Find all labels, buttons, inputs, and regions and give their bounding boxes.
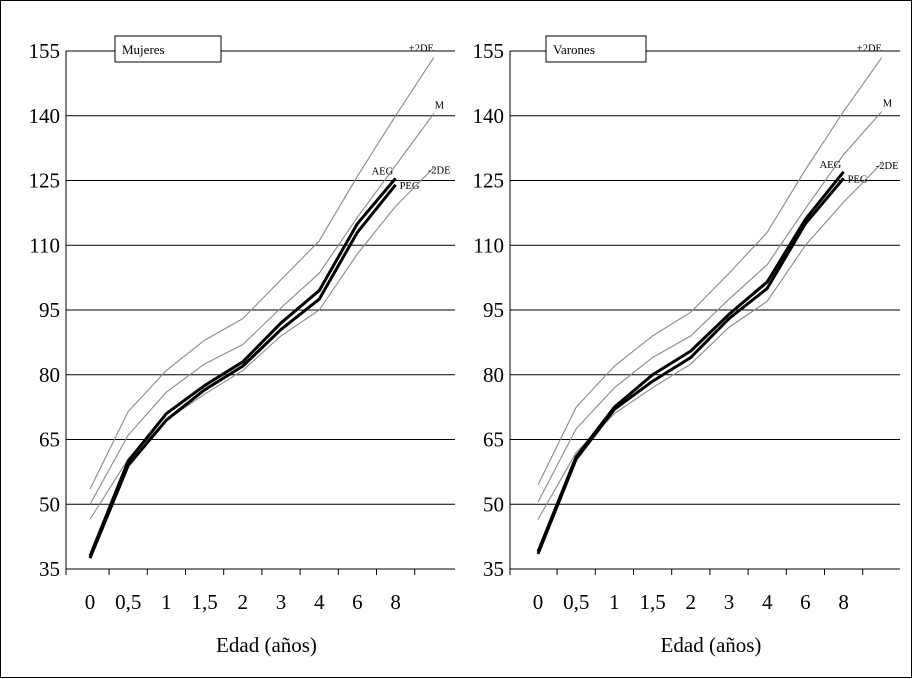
- y-tick-label: 95: [39, 298, 60, 322]
- x-tick-label: 1: [161, 590, 172, 614]
- series-line-2de: [89, 57, 435, 490]
- x-tick-label: 6: [352, 590, 363, 614]
- legend-title: Varones: [553, 42, 595, 57]
- y-tick-label: 155: [29, 39, 61, 63]
- series-label: PEG: [848, 174, 868, 185]
- series-label: M: [883, 98, 893, 109]
- series-label: M: [435, 101, 445, 112]
- x-tick-label: 0: [85, 590, 96, 614]
- y-tick-label: 125: [473, 169, 505, 193]
- series-label: +2DE: [409, 43, 434, 54]
- series-label: +2DE: [857, 43, 882, 54]
- x-tick-label: 3: [724, 590, 735, 614]
- y-tick-label: 110: [29, 233, 60, 257]
- y-tick-label: 35: [39, 557, 60, 581]
- y-tick-label: 80: [39, 363, 60, 387]
- x-tick-label: 1,5: [639, 590, 665, 614]
- legend-box: [114, 35, 222, 63]
- y-tick-label: 125: [29, 169, 61, 193]
- y-tick-label: 65: [39, 428, 60, 452]
- legend-box: [545, 35, 647, 63]
- x-axis-title: Edad (años): [216, 633, 317, 657]
- series-label: PEG: [400, 181, 420, 192]
- y-tick-label: 65: [483, 428, 504, 452]
- y-tick-label: 110: [473, 233, 504, 257]
- series-line-aeg: [88, 177, 397, 557]
- x-tick-label: 0,5: [115, 590, 141, 614]
- series-line-aeg: [536, 170, 845, 553]
- series-label: -2DE: [428, 166, 451, 177]
- x-axis-title: Edad (años): [661, 633, 762, 657]
- series-line-m: [89, 113, 435, 505]
- x-tick-label: 3: [276, 590, 287, 614]
- chart-mujeres: 35 50 65 80 95 110 125 140 155 0 0,5 1 1,5 2 3 4 6 8 Edad …: [29, 35, 455, 657]
- series-line-m: [537, 111, 883, 503]
- x-tick-label: 6: [800, 590, 811, 614]
- series-line-peg: [88, 183, 397, 559]
- x-tick-label: 8: [390, 590, 401, 614]
- y-tick-label: 140: [29, 104, 61, 128]
- x-tick-label: 1,5: [191, 590, 217, 614]
- x-tick-label: 1: [609, 590, 620, 614]
- series-label: AEG: [820, 160, 842, 171]
- y-tick-label: 50: [483, 492, 504, 516]
- x-tick-label: 2: [238, 590, 249, 614]
- x-tick-label: 0,5: [563, 590, 589, 614]
- x-tick-label: 8: [838, 590, 849, 614]
- y-tick-label: 35: [483, 557, 504, 581]
- y-tick-label: 155: [473, 39, 505, 63]
- x-tick-label: 0: [533, 590, 544, 614]
- y-tick-label: 95: [483, 298, 504, 322]
- y-tick-label: 140: [473, 104, 505, 128]
- x-tick-label: 4: [762, 590, 773, 614]
- y-tick-label: 50: [39, 492, 60, 516]
- x-tick-label: 4: [314, 590, 325, 614]
- series-line-2de: [537, 162, 883, 520]
- x-tick-label: 2: [686, 590, 697, 614]
- series-label: AEG: [372, 166, 394, 177]
- legend-title: Mujeres: [122, 42, 165, 57]
- series-line-peg: [536, 177, 845, 555]
- series-line-2de: [537, 57, 883, 486]
- y-tick-label: 80: [483, 363, 504, 387]
- chart-varones: 35 50 65 80 95 110 125 140 155 0 0,5 1 1,5 2 3 4 6 8 Edad …: [473, 35, 900, 657]
- series-label: -2DE: [876, 161, 899, 172]
